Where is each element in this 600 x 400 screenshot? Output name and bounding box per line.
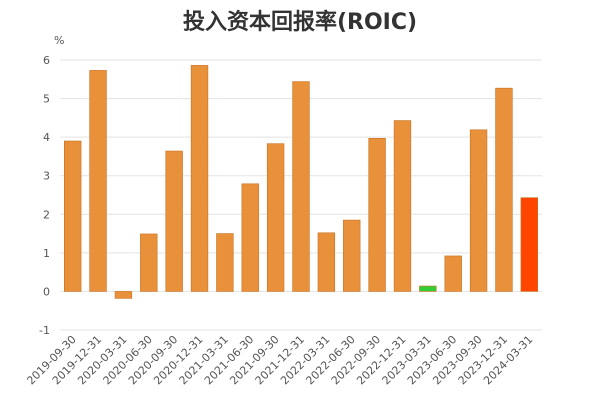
y-tick-label: 3 <box>43 170 50 183</box>
chart-title: 投入资本回报率(ROIC) <box>182 10 418 35</box>
bar-2021-12-31 <box>292 81 310 292</box>
bar-2021-09-30 <box>266 143 285 292</box>
bar-2023-03-31 <box>419 285 437 292</box>
bar-2021-06-30 <box>241 183 259 292</box>
y-tick-label: 0 <box>43 285 50 298</box>
bar-2022-09-30 <box>368 138 386 292</box>
bars <box>64 65 538 299</box>
bar-2021-03-31 <box>216 233 234 292</box>
y-tick-labels: -1 0 1 2 3 4 5 6 <box>39 54 50 337</box>
x-tick-labels: 2019-09-302019-12-312020-03-312020-06-30… <box>24 333 535 387</box>
y-tick-label: 2 <box>43 208 50 221</box>
bar-2022-03-31 <box>317 232 336 292</box>
y-tick-label: 1 <box>43 247 50 260</box>
bar-2023-09-30 <box>469 129 488 292</box>
y-axis-unit: % <box>54 34 64 47</box>
y-tick-label: 4 <box>43 131 50 144</box>
bar-2020-09-30 <box>165 150 183 292</box>
y-tick-label: 5 <box>43 93 50 106</box>
bar-2022-06-30 <box>343 219 361 292</box>
bar-2022-12-31 <box>393 120 412 292</box>
bar-2019-12-31 <box>89 70 107 292</box>
bar-2020-06-30 <box>140 233 158 292</box>
bar-2020-03-31 <box>114 291 133 299</box>
bar-2019-09-30 <box>64 140 82 292</box>
bar-2020-12-31 <box>190 65 209 292</box>
y-tick-label: -1 <box>39 324 50 337</box>
y-tick-label: 6 <box>43 54 50 67</box>
bar-2023-06-30 <box>444 255 462 292</box>
bar-2023-12-31 <box>495 87 513 292</box>
bar-2024-03-31 <box>520 197 538 292</box>
